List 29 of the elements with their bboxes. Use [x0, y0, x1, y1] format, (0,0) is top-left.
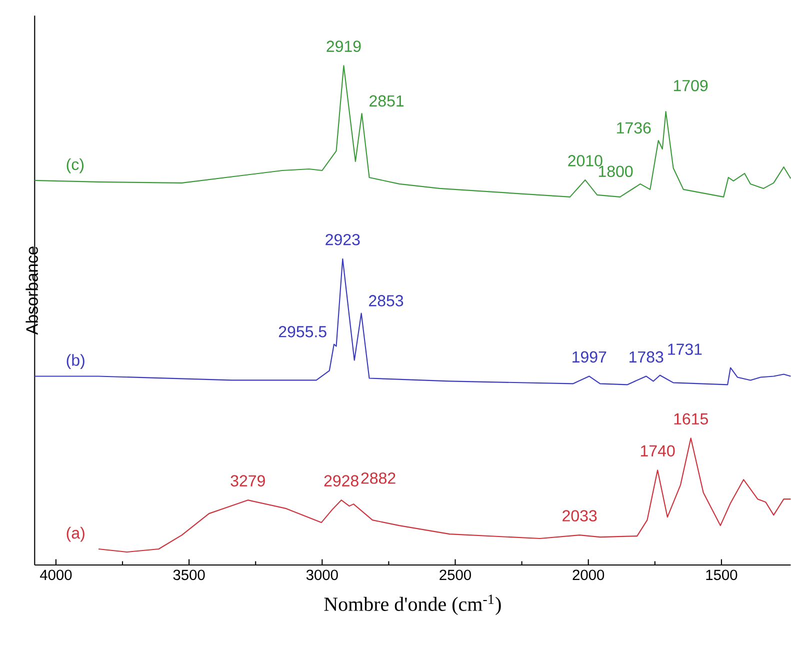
x-axis-title: Nombre d'onde (cm$^{-1}$) [324, 594, 501, 616]
annotation: 2955.5 [278, 326, 326, 338]
annotation: 1783 [630, 351, 664, 363]
x-tick-label: 2000 [572, 570, 604, 580]
x-tick-label: 1500 [706, 570, 738, 580]
annotation: 1997 [572, 351, 606, 363]
annotation: 1731 [668, 344, 702, 355]
annotation: 2033 [562, 510, 597, 522]
annotation: 2010 [568, 155, 602, 166]
annotation: 2923 [326, 234, 360, 246]
annotation: 2882 [361, 472, 396, 484]
annotation: 2851 [370, 95, 404, 107]
x-tick-label: 3000 [306, 570, 338, 580]
x-tick-label: 3500 [173, 570, 205, 580]
annotation: 1800 [598, 166, 633, 178]
annotation: 2853 [369, 295, 404, 306]
x-tick-label: 4000 [40, 570, 72, 580]
annotation: 1736 [617, 122, 651, 134]
x-tick-label: 2500 [440, 570, 471, 580]
series-label: (c) [66, 158, 84, 174]
annotation: 1709 [674, 80, 708, 92]
annotation: 2928 [324, 475, 358, 486]
annotation: 3279 [230, 475, 265, 486]
annotation: 1740 [640, 445, 675, 457]
annotation: 1615 [674, 413, 708, 425]
series-label: (b) [66, 354, 84, 370]
series-label: (a) [66, 526, 84, 542]
annotation: 2919 [326, 40, 361, 52]
y-axis-title: Absorbance [26, 246, 38, 335]
